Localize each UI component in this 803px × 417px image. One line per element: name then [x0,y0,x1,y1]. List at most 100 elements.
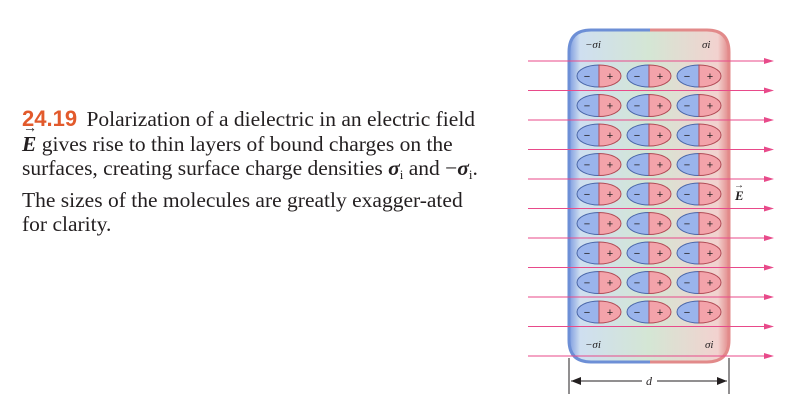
minus-sign: − [684,189,690,201]
plus-sign: + [657,101,663,113]
plus-sign: + [707,71,713,83]
molecule: − + [676,270,722,295]
plus-sign: + [607,101,613,113]
molecule-negative-half [676,123,700,147]
minus-sign: − [684,278,690,290]
molecule-positive-half [598,211,622,236]
minus-sign: − [584,130,590,142]
dimension-label-d: d [646,374,653,388]
minus-sign: − [634,130,640,142]
sigma-symbol: σ [388,156,400,180]
molecule-positive-half [598,300,622,324]
minus-sign: − [634,307,640,319]
molecule-positive-half [648,64,672,88]
caption-text-1: Polarization of a dielectric in an elect… [86,107,476,131]
molecule-positive-half [648,241,672,265]
molecule: − + [576,123,622,147]
molecule-negative-half [626,300,650,324]
caption-text-3: and − [403,156,458,180]
field-line-arrowhead [764,264,774,271]
molecule-positive-half [698,300,722,324]
molecule-negative-half [676,270,700,295]
label-bottom-left-sigma: −σi [585,339,601,351]
field-line-arrowhead [764,58,774,64]
plus-sign: + [707,248,713,260]
molecule-negative-half [676,93,700,118]
minus-sign: − [584,189,590,201]
minus-sign: − [634,189,640,201]
minus-sign: − [634,160,640,172]
arrowhead-right [717,377,727,385]
field-label-e: E [734,188,744,203]
molecule-positive-half [698,270,722,295]
minus-sign: − [684,71,690,83]
molecule-positive-half [698,64,722,88]
minus-sign: − [584,219,590,231]
plus-sign: + [657,248,663,260]
plus-sign: + [657,130,663,142]
plus-sign: + [707,101,713,113]
minus-sign: − [634,248,640,260]
plus-sign: + [707,160,713,172]
minus-sign: − [634,101,640,113]
minus-sign: − [584,160,590,172]
molecule: − + [576,270,622,295]
molecule-negative-half [676,300,700,324]
molecule-positive-half [698,182,722,206]
molecule: − + [626,123,672,147]
molecule: − + [676,182,722,206]
molecule-negative-half [676,64,700,88]
molecule-negative-half [576,270,600,295]
molecule-positive-half [698,241,722,265]
molecule: − + [676,241,722,265]
molecule-positive-half [698,152,722,177]
molecule-negative-half [576,64,600,88]
molecule: − + [576,241,622,265]
molecule-negative-half [626,270,650,295]
minus-sign: − [684,130,690,142]
molecule-negative-half [626,182,650,206]
molecule-positive-half [598,182,622,206]
molecule: − + [626,64,672,88]
plus-sign: + [607,71,613,83]
molecule-negative-half [626,123,650,147]
molecule-negative-half [626,152,650,177]
caption-text-2: gives rise to thin layers of bound charg… [22,131,453,181]
plus-sign: + [607,189,613,201]
plus-sign: + [707,219,713,231]
molecule: − + [626,182,672,206]
molecule-negative-half [576,123,600,147]
plus-sign: + [657,278,663,290]
molecule: − + [576,300,622,324]
molecule-positive-half [598,93,622,118]
molecules: − + − + − +− + − + − +− + − + − +− + − + − +− + − + − +− + − + − +− + − +… [576,64,722,324]
molecule-negative-half [626,241,650,265]
plus-sign: + [657,219,663,231]
molecule-positive-half [598,241,622,265]
minus-sign: − [684,160,690,172]
molecule-negative-half [676,182,700,206]
molecule-positive-half [598,152,622,177]
plus-sign: + [657,71,663,83]
plus-sign: + [607,219,613,231]
molecule: − + [626,300,672,324]
plus-sign: + [707,189,713,201]
molecule: − + [626,270,672,295]
molecule-negative-half [576,300,600,324]
molecule-negative-half [576,182,600,206]
slab-edge-right [650,28,731,364]
molecule: − + [676,93,722,118]
molecule: − + [676,123,722,147]
plus-sign: + [707,307,713,319]
label-top-left-sigma: −σi [585,39,601,51]
field-line-arrowhead [764,294,774,300]
minus-sign: − [684,307,690,319]
molecule-positive-half [648,93,672,118]
minus-sign: − [684,101,690,113]
molecule: − + [576,93,622,118]
minus-sign: − [584,101,590,113]
plus-sign: + [657,189,663,201]
molecule-negative-half [576,211,600,236]
molecule: − + [676,300,722,324]
